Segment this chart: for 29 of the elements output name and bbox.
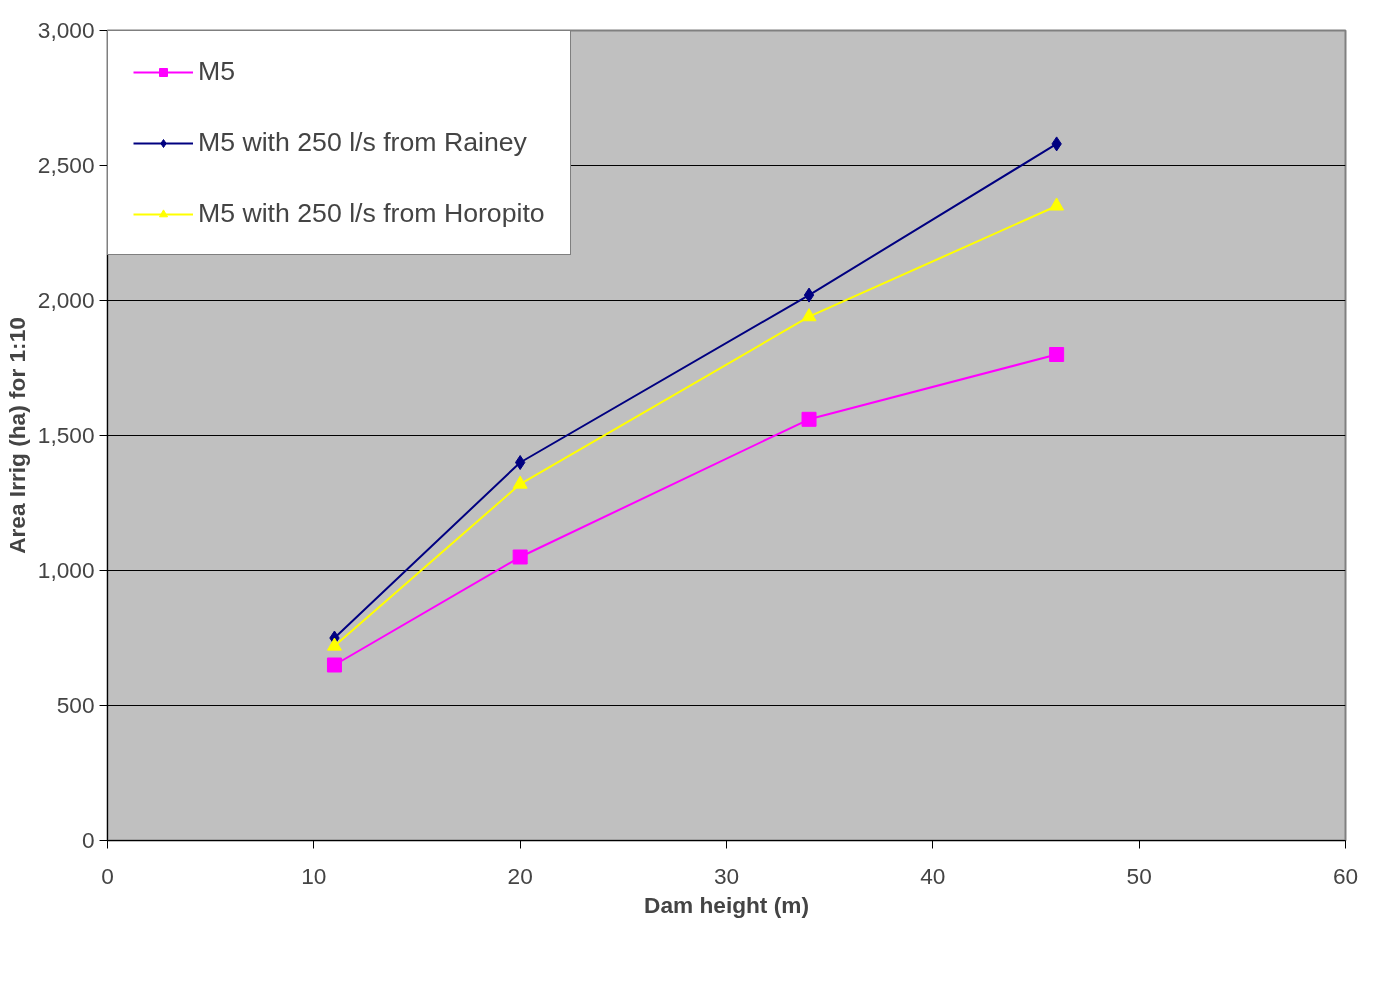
point	[801, 308, 817, 322]
x-tick-label: 50	[1126, 862, 1152, 889]
y-tick-label: 2,000	[37, 287, 95, 313]
point	[512, 475, 528, 489]
y-tick-label: 500	[56, 692, 95, 718]
point	[803, 287, 815, 303]
legend-label: M5 with 250 l/s from Rainey	[198, 127, 527, 158]
x-tick-label: 60	[1332, 862, 1359, 889]
y-tick-label: 3,000	[37, 17, 95, 43]
x-tick-label: 0	[101, 862, 114, 889]
x-tick-label: 20	[507, 862, 533, 889]
x-tick-label: 40	[920, 862, 946, 889]
x-tick-label: 30	[713, 862, 740, 889]
x-axis-title: Dam height (m)	[644, 891, 809, 918]
y-tick-label: 2,500	[37, 152, 95, 178]
x-tick-label: 10	[301, 862, 327, 889]
point	[1049, 347, 1065, 362]
point	[801, 411, 817, 427]
y-tick-label: 0	[81, 827, 95, 853]
y-axis-title: Area Irrig (ha) for 1:10	[3, 317, 30, 554]
point	[1049, 197, 1065, 211]
y-tick-label: 1,500	[37, 422, 95, 448]
point	[326, 657, 342, 673]
point	[326, 637, 342, 651]
point	[512, 549, 528, 565]
y-tick-label: 1,000	[37, 557, 95, 583]
legend-label: M5 with 250 l/s from Horopito	[198, 198, 545, 229]
legend-label: M5	[198, 56, 236, 87]
point	[515, 455, 526, 470]
